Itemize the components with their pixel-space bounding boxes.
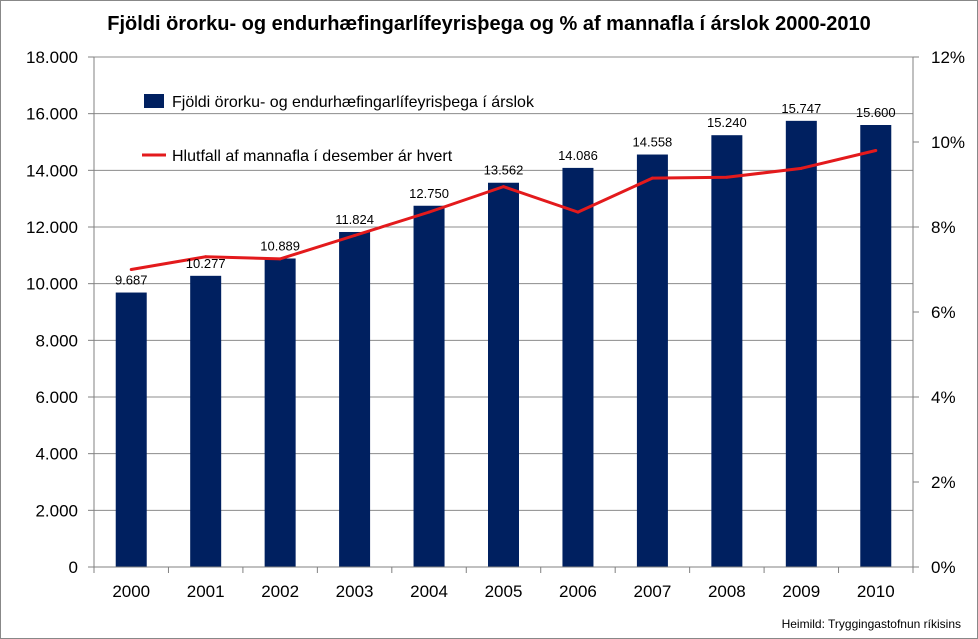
bar-data-label: 9.687 xyxy=(115,273,148,288)
bar-data-label: 14.558 xyxy=(633,135,673,150)
bar xyxy=(488,182,519,567)
x-tick-label: 2003 xyxy=(336,582,374,601)
left-tick-label: 14.000 xyxy=(26,161,78,180)
left-tick-label: 12.000 xyxy=(26,218,78,237)
ratio-point xyxy=(650,176,654,180)
bar xyxy=(562,167,594,567)
x-tick-label: 2005 xyxy=(485,582,523,601)
bar-data-labels: 9.687 10.277 10.889 11.824 12.750 13.562 14.08… xyxy=(115,101,896,288)
x-tick-label: 2004 xyxy=(410,582,448,601)
right-tick-label: 12% xyxy=(931,48,965,67)
x-tick-label: 2007 xyxy=(633,582,671,601)
ratio-point xyxy=(874,149,878,152)
ratio-point xyxy=(129,268,133,271)
left-tick-label: 2.000 xyxy=(35,501,78,520)
x-tick-label: 2009 xyxy=(782,582,820,601)
bar-data-label: 15.747 xyxy=(781,101,821,116)
bar-data-label: 14.086 xyxy=(558,148,598,163)
x-tick-label: 2000 xyxy=(112,582,150,601)
right-tick-label: 6% xyxy=(931,303,956,322)
legend-swatch-bars xyxy=(144,94,164,108)
bar-data-label: 10.889 xyxy=(260,238,300,253)
bar xyxy=(413,205,445,567)
bar xyxy=(115,292,147,567)
bar-data-label: 10.277 xyxy=(186,256,226,271)
ratio-point xyxy=(427,210,431,214)
right-tick-label: 0% xyxy=(931,558,956,577)
line-series xyxy=(129,149,878,271)
x-axis-ticks: 2000 2001 2002 2003 2004 2005 2006 2007 2008 2009… xyxy=(112,582,894,601)
right-tick-label: 2% xyxy=(931,473,956,492)
left-axis-ticks: 0 2.000 4.000 6.000 8.000 10.000 12.000 14.000 1… xyxy=(26,48,78,577)
left-tick-label: 18.000 xyxy=(26,48,78,67)
ratio-point xyxy=(799,166,803,170)
right-axis-ticks: 0% 2% 4% 6% 8% 10% 12% xyxy=(931,48,965,577)
bar xyxy=(190,275,222,567)
legend: Fjöldi örorku- og endurhæfingarlífeyrisþ… xyxy=(142,94,535,165)
right-tick-label: 8% xyxy=(931,218,956,237)
bar-data-label: 15.600 xyxy=(856,105,896,120)
chart-title: Fjöldi örorku- og endurhæfingarlífeyrisþ… xyxy=(107,13,871,35)
legend-label-bars: Fjöldi örorku- og endurhæfingarlífeyrisþ… xyxy=(172,94,535,111)
ratio-point xyxy=(576,210,580,214)
bar-data-label: 12.750 xyxy=(409,186,449,201)
bar xyxy=(785,120,817,568)
left-tick-label: 8.000 xyxy=(35,331,78,350)
left-tick-label: 6.000 xyxy=(35,388,78,407)
bar xyxy=(636,154,668,568)
bar-data-label: 15.240 xyxy=(707,115,747,130)
ratio-point xyxy=(725,175,729,179)
ratio-point xyxy=(353,234,357,237)
x-tick-label: 2010 xyxy=(857,582,895,601)
bar xyxy=(339,231,371,567)
right-tick-label: 10% xyxy=(931,133,965,152)
bar-data-label: 11.824 xyxy=(335,212,374,227)
bar-data-label: 13.562 xyxy=(484,163,524,178)
left-tick-label: 4.000 xyxy=(35,445,78,464)
ratio-point xyxy=(278,257,282,261)
left-tick-label: 0 xyxy=(69,558,78,577)
x-tick-label: 2006 xyxy=(559,582,597,601)
bar xyxy=(860,125,892,567)
ratio-point xyxy=(502,185,505,189)
legend-label-line: Hlutfall af mannafla í desember ár hvert xyxy=(172,148,453,165)
left-tick-label: 16.000 xyxy=(26,105,78,124)
x-tick-label: 2008 xyxy=(708,582,746,601)
x-tick-label: 2002 xyxy=(261,582,299,601)
source-note: Heimild: Tryggingastofnun ríkisins xyxy=(782,617,961,631)
bar xyxy=(711,135,743,567)
right-tick-label: 4% xyxy=(931,388,956,407)
left-tick-label: 10.000 xyxy=(26,275,78,294)
axes xyxy=(88,56,919,573)
ratio-point xyxy=(204,255,208,259)
x-tick-label: 2001 xyxy=(187,582,225,601)
bar xyxy=(264,258,296,567)
bar-series xyxy=(115,120,892,568)
